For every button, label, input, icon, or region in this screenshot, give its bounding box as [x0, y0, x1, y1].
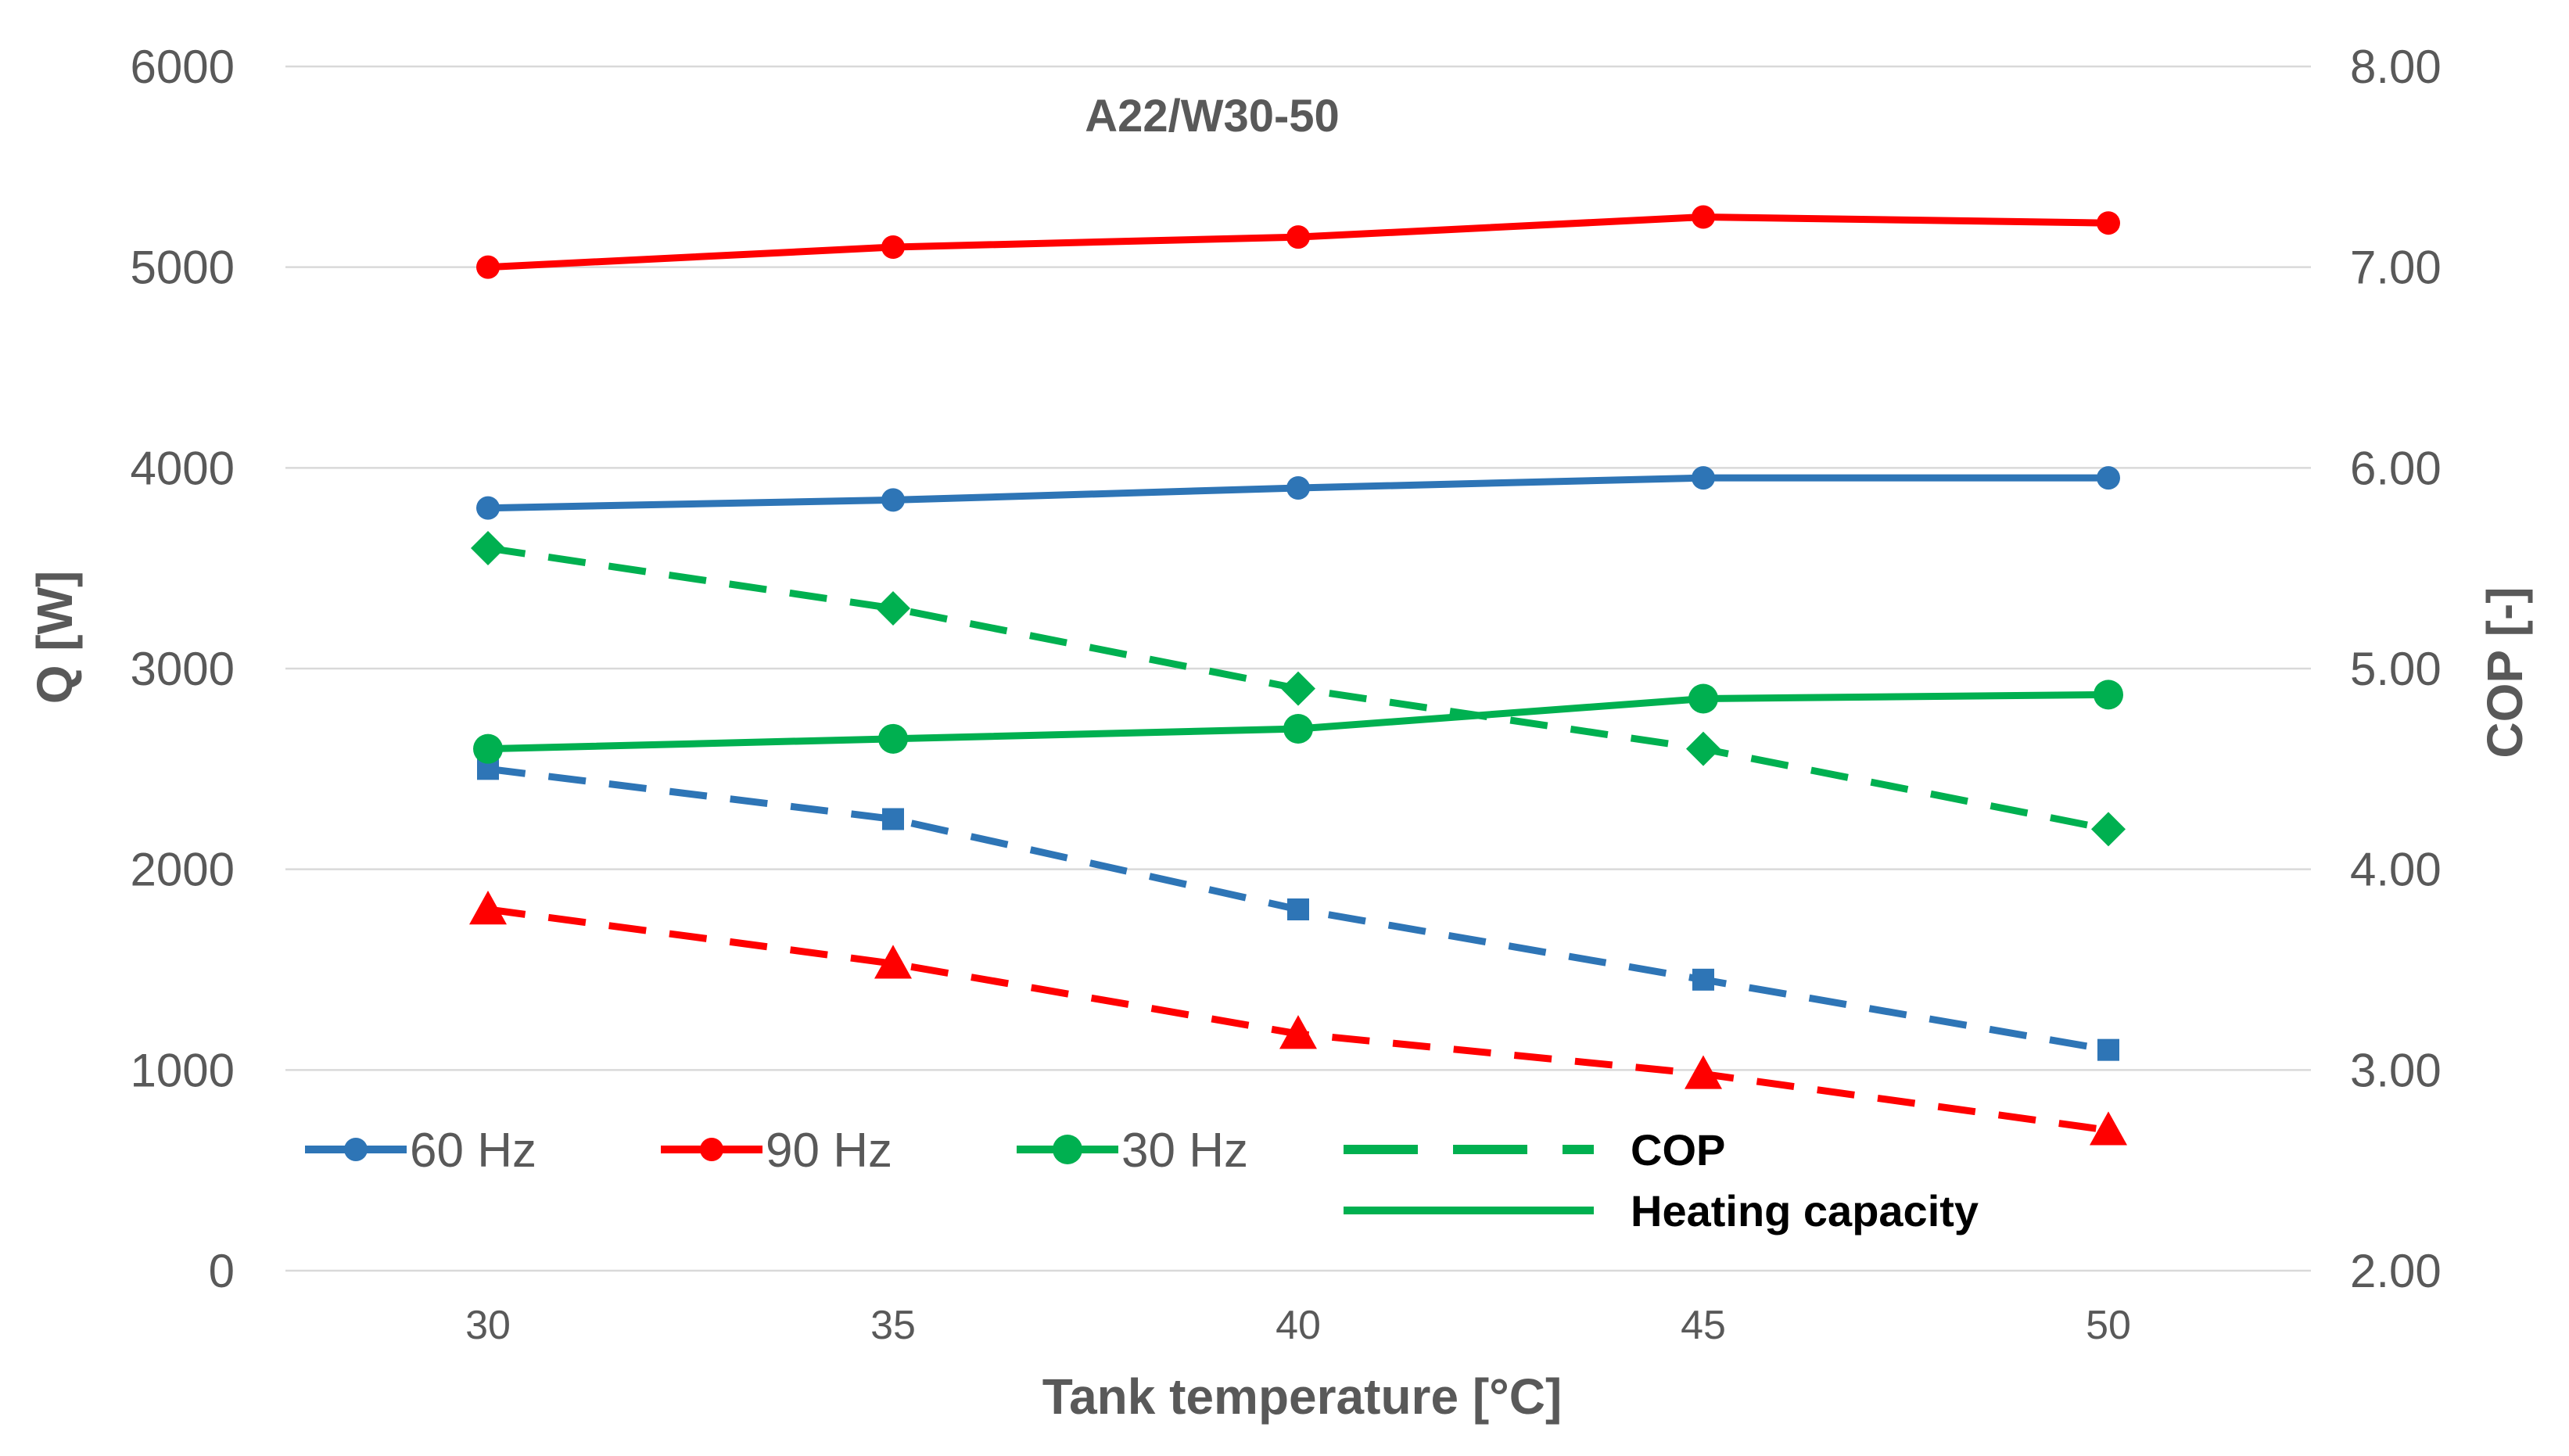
- data-point-circle: [881, 235, 905, 259]
- series-60hz-cop: [477, 758, 2119, 1061]
- legend-label: COP: [1631, 1125, 1725, 1174]
- y2-axis-title: COP [-]: [2477, 586, 2533, 758]
- legend-item: COP: [1344, 1125, 1725, 1174]
- series-90hz-cop: [469, 891, 2127, 1146]
- data-point-circle: [1283, 714, 1313, 744]
- legend-label: 30 Hz: [1121, 1124, 1248, 1178]
- legend-label: 60 Hz: [410, 1124, 536, 1178]
- y2-tick-label: 7.00: [2350, 242, 2442, 294]
- data-point-circle: [1286, 476, 1310, 500]
- series-90hz-capacity: [476, 205, 2120, 279]
- y-axis-title: Q [W]: [27, 571, 83, 705]
- series-30hz-cop: [471, 531, 2126, 847]
- data-point-diamond: [471, 531, 505, 565]
- data-point-diamond: [1281, 671, 1315, 706]
- data-point-square: [2097, 1038, 2119, 1061]
- x-tick-label: 35: [870, 1303, 916, 1348]
- data-point-triangle: [874, 945, 912, 979]
- data-point-circle: [878, 723, 908, 754]
- y-tick-label: 1000: [131, 1044, 235, 1096]
- y-tick-label: 4000: [131, 442, 235, 494]
- data-point-circle: [2097, 466, 2120, 490]
- y-tick-label: 6000: [131, 41, 235, 93]
- data-point-circle: [344, 1138, 368, 1161]
- data-point-triangle: [2090, 1111, 2127, 1146]
- data-point-triangle: [1685, 1055, 1722, 1089]
- legend-item: Heating capacity: [1344, 1186, 1979, 1235]
- y-tick-label: 2000: [131, 844, 235, 896]
- y2-tick-label: 5.00: [2350, 643, 2442, 695]
- x-tick-label: 50: [2086, 1303, 2131, 1348]
- data-point-triangle: [469, 891, 507, 925]
- data-point-circle: [473, 733, 503, 764]
- data-point-circle: [476, 496, 500, 520]
- legend-label: Heating capacity: [1631, 1186, 1979, 1235]
- data-point-diamond: [876, 591, 910, 626]
- y-tick-label: 0: [209, 1245, 235, 1297]
- data-point-triangle: [1279, 1015, 1317, 1049]
- y2-tick-label: 3.00: [2350, 1044, 2442, 1096]
- y2-tick-label: 8.00: [2350, 41, 2442, 93]
- grid-layer: [285, 65, 2311, 1272]
- y2-tick-label: 4.00: [2350, 844, 2442, 896]
- data-point-circle: [1286, 225, 1310, 249]
- legend-item: 30 Hz: [1017, 1124, 1248, 1178]
- y2-tick-label: 2.00: [2350, 1245, 2442, 1297]
- y-tick-label: 3000: [131, 643, 235, 695]
- data-point-circle: [700, 1138, 723, 1161]
- data-point-circle: [1692, 466, 1715, 490]
- legend-item: 90 Hz: [661, 1124, 892, 1178]
- y2-tick-label: 6.00: [2350, 442, 2442, 494]
- x-tick-label: 30: [465, 1303, 511, 1348]
- x-tick-label: 45: [1681, 1303, 1726, 1348]
- data-point-square: [1692, 968, 1714, 991]
- series-30hz-capacity: [473, 680, 2123, 764]
- legend-item: 60 Hz: [305, 1124, 536, 1178]
- legend: 60 Hz 90 Hz 30 Hz COP Heating capacity: [305, 1124, 1979, 1235]
- series-layer: [469, 205, 2127, 1146]
- axis-layer: A22/W30-50 Tank temperature [°C] Q [W] C…: [27, 41, 2533, 1425]
- data-point-circle: [1688, 683, 1718, 714]
- x-axis-title: Tank temperature [°C]: [1042, 1368, 1563, 1425]
- data-point-square: [882, 808, 904, 830]
- legend-label: 90 Hz: [766, 1124, 892, 1178]
- x-tick-label: 40: [1276, 1303, 1321, 1348]
- data-point-circle: [1692, 205, 1715, 229]
- data-point-diamond: [1686, 731, 1720, 766]
- data-point-circle: [2094, 680, 2123, 710]
- chart-title: A22/W30-50: [1085, 91, 1340, 142]
- data-point-diamond: [2091, 812, 2126, 847]
- data-point-circle: [1053, 1135, 1082, 1164]
- data-point-circle: [2097, 211, 2120, 235]
- data-point-circle: [881, 488, 905, 512]
- data-point-circle: [476, 255, 500, 279]
- data-point-square: [1287, 898, 1309, 920]
- series-60hz-capacity: [476, 466, 2120, 520]
- y-tick-label: 5000: [131, 242, 235, 294]
